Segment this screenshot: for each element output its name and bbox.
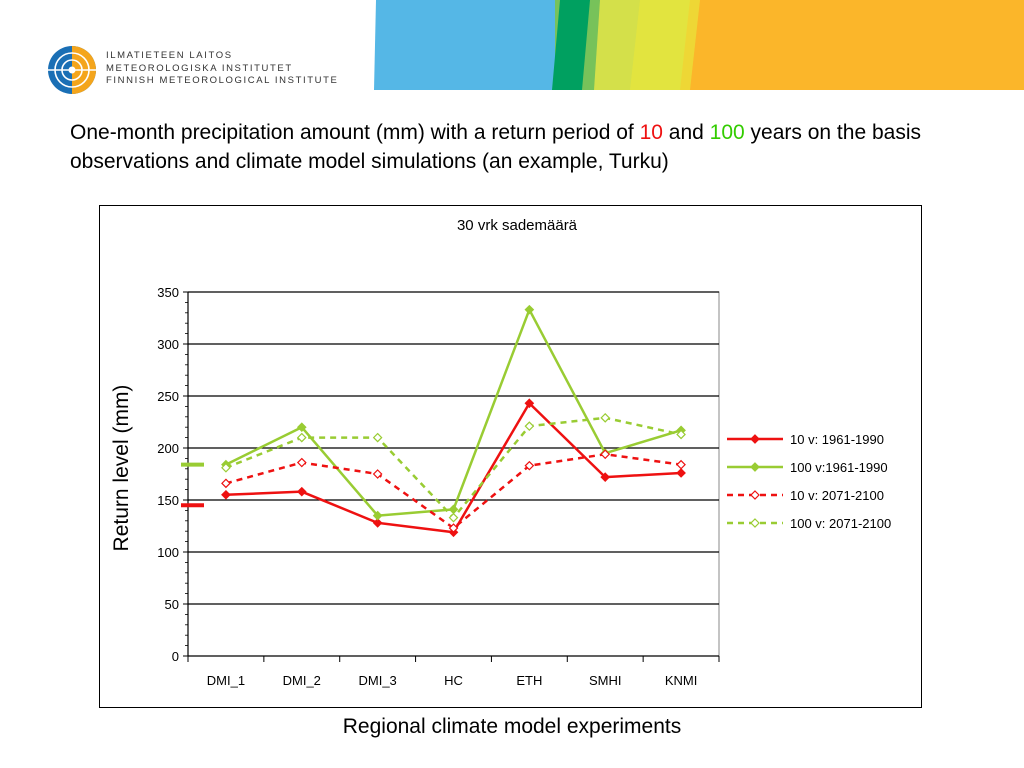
y-tick-label: 0 (172, 649, 179, 664)
x-tick-label: HC (444, 673, 463, 688)
data-point (448, 504, 459, 515)
title-num-100: 100 (709, 121, 745, 144)
data-point (524, 304, 535, 315)
x-tick-label: KNMI (665, 673, 698, 688)
data-point (372, 510, 383, 521)
data-point (221, 478, 231, 489)
data-point (296, 486, 307, 497)
data-point (221, 489, 231, 500)
y-tick-label: 150 (157, 493, 179, 508)
y-tick-label: 50 (165, 597, 179, 612)
header-banner (374, 0, 1024, 90)
data-point (676, 429, 686, 440)
legend-label: 100 v:1961-1990 (790, 460, 888, 475)
series-line (225, 308, 682, 517)
org-name-en: FINNISH METEOROLOGICAL INSTITUTE (106, 75, 339, 86)
data-point (296, 457, 307, 468)
x-tick-label: DMI_2 (283, 673, 321, 688)
data-point (524, 421, 535, 432)
data-point (600, 412, 611, 423)
legend-marker (750, 434, 760, 444)
legend-marker (750, 462, 760, 472)
data-point (676, 468, 686, 478)
legend-marker (750, 518, 760, 528)
data-point (372, 469, 383, 479)
y-tick-label: 200 (157, 441, 179, 456)
title-text-1: One-month precipitation amount (mm) with… (70, 121, 640, 144)
y-tick-label: 250 (157, 389, 179, 404)
y-tick-label: 100 (157, 545, 179, 560)
legend-marker (750, 490, 760, 500)
org-name-sv: METEOROLOGISKA INSTITUTET (106, 62, 293, 74)
legend-label: 100 v: 2071-2100 (790, 516, 891, 531)
title-text-2: years on the basis observations and clim… (70, 121, 921, 173)
data-point (296, 432, 307, 443)
fmi-logo (48, 46, 96, 94)
x-tick-label: DMI_1 (207, 673, 245, 688)
data-point (448, 523, 459, 533)
x-axis-label: Regional climate model experiments (342, 715, 682, 738)
data-point (372, 432, 383, 443)
legend-label: 10 v: 1961-1990 (790, 432, 884, 447)
data-point (221, 462, 231, 473)
chart-title: 30 vrk sademäärä (457, 217, 578, 234)
data-point (296, 422, 307, 433)
org-names: ILMATIETEEN LAITOS METEOROLOGISKA INSTIT… (106, 50, 338, 88)
data-point (600, 449, 611, 460)
data-point (448, 512, 459, 523)
legend-label: 10 v: 2071-2100 (790, 488, 884, 503)
x-tick-label: DMI_3 (358, 673, 396, 688)
data-point (524, 398, 535, 409)
title-and: and (662, 121, 710, 144)
x-tick-label: ETH (516, 673, 542, 688)
org-name-fi: ILMATIETEEN LAITOS (106, 50, 233, 61)
data-point (524, 460, 535, 471)
y-tick-label: 300 (157, 337, 179, 352)
y-axis-label: Return level (mm) (110, 384, 133, 552)
chart-frame (99, 205, 922, 708)
series-line (225, 416, 682, 519)
data-point (676, 459, 686, 470)
data-point (600, 472, 611, 482)
x-tick-label: SMHI (589, 673, 622, 688)
slide-title: One-month precipitation amount (mm) with… (70, 118, 1000, 176)
data-point (372, 518, 383, 528)
y-tick-label: 350 (157, 285, 179, 300)
title-num-10: 10 (639, 121, 663, 144)
